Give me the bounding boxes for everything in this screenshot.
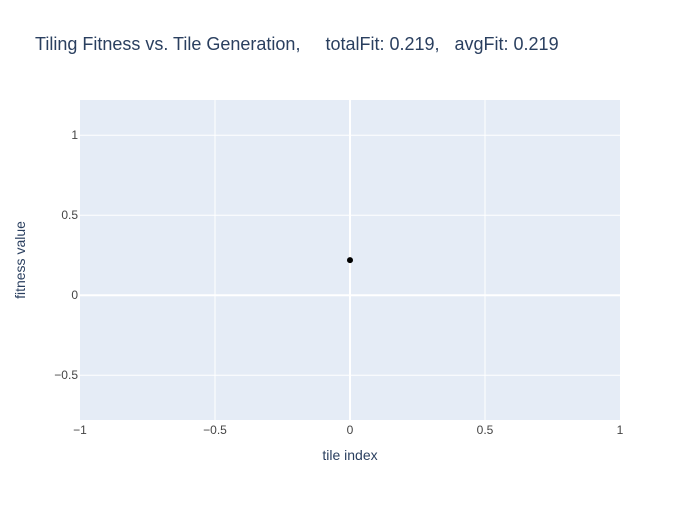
chart-title: Tiling Fitness vs. Tile Generation, tota…	[35, 34, 559, 54]
x-tick-label: 0.5	[477, 423, 494, 437]
y-tick-label: 0.5	[61, 208, 78, 222]
x-tick-label: −0.5	[203, 423, 227, 437]
x-tick-label: 0	[347, 423, 354, 437]
grid-layer	[80, 100, 620, 420]
data-points	[347, 257, 353, 264]
y-tick-label: −0.5	[54, 368, 78, 382]
x-tick-label: −1	[73, 423, 87, 437]
tick-labels: −1 −0.5 0 0.5 1 −0.5 0 0.5 1	[54, 128, 623, 437]
data-point	[347, 257, 353, 264]
y-tick-label: 1	[71, 128, 78, 142]
y-tick-label: 0	[71, 288, 78, 302]
x-tick-label: 1	[617, 423, 624, 437]
x-axis-label: tile index	[322, 447, 377, 463]
y-axis-label: fitness value	[12, 221, 28, 299]
